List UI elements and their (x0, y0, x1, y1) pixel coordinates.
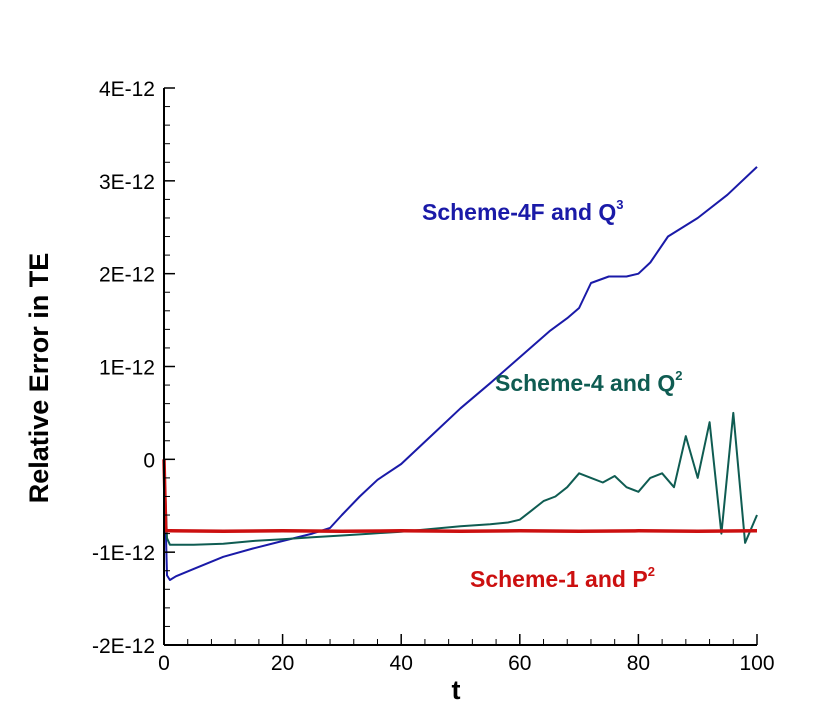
x-tick-label: 100 (739, 652, 774, 675)
annotation-scheme-1-sup: 2 (648, 564, 655, 579)
annotation-scheme-1: Scheme-1 and P2 (470, 564, 655, 592)
x-tick-label: 40 (390, 652, 413, 675)
y-tick-label: 1E-12 (99, 357, 155, 380)
y-tick-label: -2E-12 (92, 635, 155, 658)
annotation-scheme-4-text: Scheme-4 and Q (495, 370, 675, 396)
y-tick-label: -1E-12 (92, 542, 155, 565)
annotation-scheme-4f-sup: 3 (616, 197, 623, 212)
x-axis-title: t (452, 675, 461, 705)
y-tick-label: 3E-12 (99, 171, 155, 194)
y-tick-label: 2E-12 (99, 264, 155, 287)
annotation-scheme-4-sup: 2 (675, 368, 682, 383)
y-axis-title: Relative Error in TE (24, 253, 54, 504)
x-tick-label: 0 (158, 652, 170, 675)
x-tick-label: 80 (627, 652, 650, 675)
axes-layer: 0 20 40 60 80 100 -2E-12 -1E-12 0 1E-12 2E-12 3E-12… (92, 78, 775, 675)
series-layer (162, 166, 758, 581)
x-tick-label: 20 (271, 652, 294, 675)
annotation-scheme-4f: Scheme-4F and Q3 (422, 197, 624, 225)
series-line-scheme4f (163, 166, 758, 581)
y-tick-label: 0 (143, 449, 155, 472)
y-tick-label: 4E-12 (99, 78, 155, 101)
x-tick-label: 60 (508, 652, 531, 675)
series-line-scheme1 (162, 459, 758, 534)
annotation-scheme-1-text: Scheme-1 and P (470, 566, 648, 592)
annotation-scheme-4: Scheme-4 and Q2 (495, 368, 682, 396)
annotation-scheme-4f-text: Scheme-4F and Q (422, 199, 616, 225)
series-line-scheme4 (163, 411, 758, 546)
